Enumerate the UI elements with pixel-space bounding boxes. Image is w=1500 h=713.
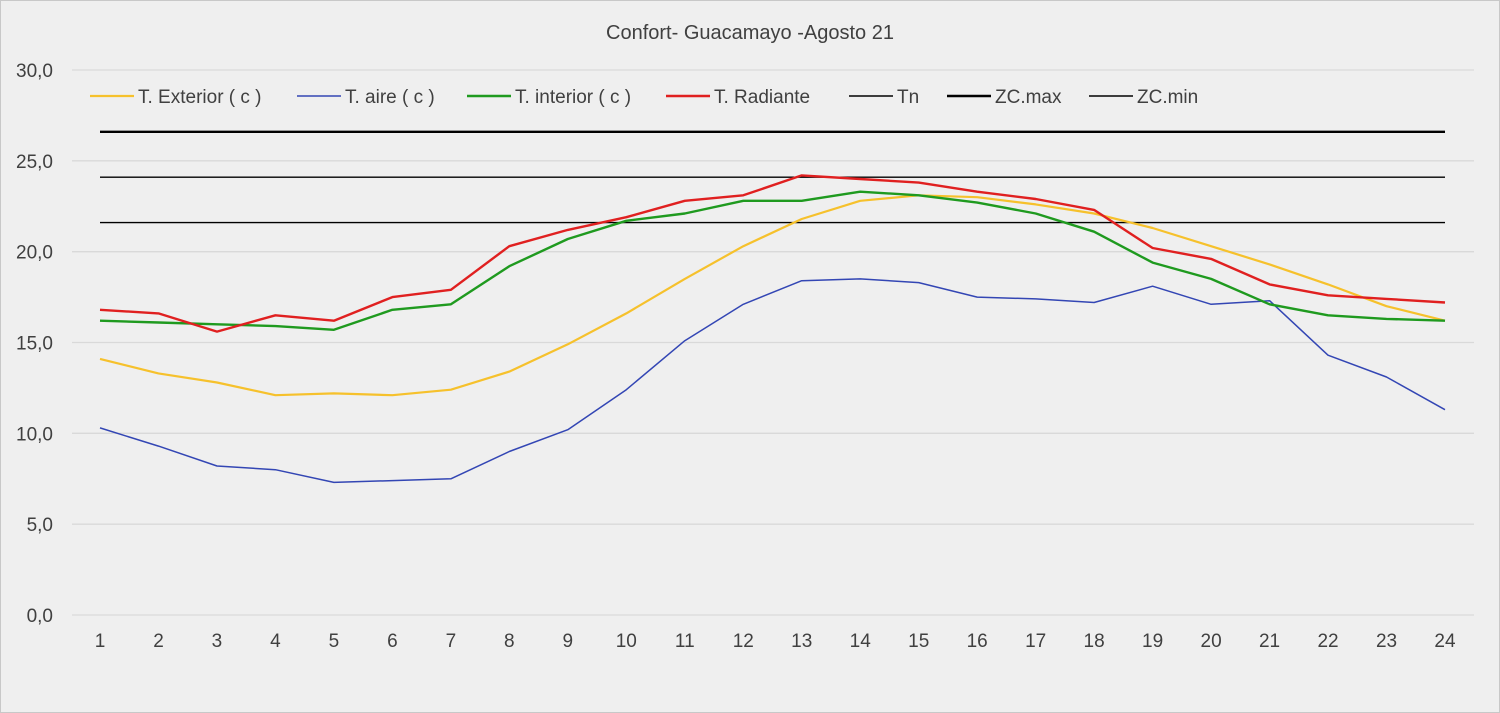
x-tick-label: 7	[446, 631, 457, 652]
x-tick-label: 10	[616, 631, 637, 652]
series-line-2	[99, 190, 1446, 331]
grid	[72, 69, 1474, 616]
x-tick-label: 20	[1201, 631, 1222, 652]
x-tick-label: 16	[967, 631, 988, 652]
legend-label-4: Tn	[897, 87, 919, 108]
series-line-3	[99, 174, 1446, 333]
x-tick-label: 14	[850, 631, 872, 652]
x-tick-label: 8	[504, 631, 515, 652]
x-tick-label: 19	[1142, 631, 1163, 652]
x-tick-label: 15	[908, 631, 929, 652]
x-tick-label: 2	[153, 631, 164, 652]
y-tick-label: 0,0	[27, 606, 53, 627]
legend-label-6: ZC.min	[1137, 87, 1198, 108]
legend-label-1: T. aire ( c )	[345, 87, 435, 108]
y-tick-label: 25,0	[16, 152, 53, 173]
x-tick-label: 17	[1025, 631, 1046, 652]
x-tick-label: 6	[387, 631, 398, 652]
series-lines	[99, 130, 1446, 484]
legend-label-3: T. Radiante	[714, 87, 810, 108]
chart-title: Confort- Guacamayo -Agosto 21	[606, 22, 894, 44]
x-tick-label: 5	[329, 631, 340, 652]
x-tick-label: 24	[1434, 631, 1456, 652]
y-tick-label: 20,0	[16, 243, 53, 264]
x-tick-label: 12	[733, 631, 754, 652]
x-tick-label: 11	[675, 631, 695, 652]
x-tick-label: 21	[1259, 631, 1280, 652]
legend-label-2: T. interior ( c )	[515, 87, 631, 108]
x-tick-label: 22	[1317, 631, 1338, 652]
x-tick-label: 4	[270, 631, 281, 652]
x-tick-label: 23	[1376, 631, 1397, 652]
y-axis-tick-labels: 0,0 5,0 10,0 15,0 20,0 25,0 30,0	[16, 61, 53, 627]
y-tick-label: 30,0	[16, 61, 53, 82]
y-tick-label: 5,0	[27, 515, 53, 536]
x-tick-label: 18	[1084, 631, 1105, 652]
x-tick-label: 9	[563, 631, 574, 652]
series-line-0	[99, 194, 1446, 397]
x-tick-label: 1	[95, 631, 106, 652]
legend-label-0: T. Exterior ( c )	[138, 87, 262, 108]
x-tick-label: 13	[791, 631, 812, 652]
series-line-1	[99, 278, 1446, 484]
legend: T. Exterior ( c ) T. aire ( c ) T. interio…	[90, 87, 1198, 108]
x-axis-tick-labels: 1 2 3 4 5 6 7 8 9 10 11 12 13 14 15 16 17 18 19 20 21 22 23 24	[95, 631, 1456, 652]
x-tick-label: 3	[212, 631, 223, 652]
legend-label-5: ZC.max	[995, 87, 1062, 108]
y-tick-label: 10,0	[16, 424, 53, 445]
y-tick-label: 15,0	[16, 334, 53, 355]
